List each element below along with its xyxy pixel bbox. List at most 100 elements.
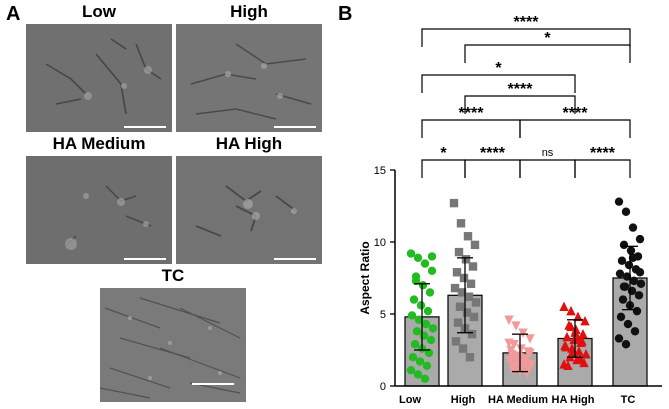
data-point-tc [626,246,636,255]
data-point-ha-high [573,311,583,322]
data-point-low [428,324,438,333]
micrograph-low [26,24,172,132]
panel-b-letter: B [338,3,353,25]
data-point-ha-medium [511,354,521,364]
data-point-low [412,327,422,336]
cell-texture [176,24,322,132]
scale-bar [124,258,166,260]
scale-bar [274,258,316,260]
y-ticks-group: 0 5 10 15 [374,165,395,393]
bracket-high-vs-ha-high [464,95,576,114]
data-point-high [470,240,480,250]
bracket-low-vs-ha-medium [421,119,521,138]
data-point-low [413,253,423,263]
data-point-tc [629,276,639,286]
image-label-tc: TC [161,266,185,285]
error-bars-group [414,245,638,373]
data-point-tc [628,223,638,232]
bracket-ha-high-vs-tc-label: **** [590,145,616,162]
data-point-ha-medium [511,321,521,331]
data-point-tc [634,291,644,300]
data-point-low [426,335,436,345]
x-ticks-group: Low High HA Medium HA High TC [399,394,635,406]
data-point-low [415,357,425,366]
data-point-ha-high [577,336,587,346]
data-point-high [464,292,474,301]
data-point-low [408,353,418,362]
data-point-ha-high [559,359,569,369]
data-point-tc [632,306,642,316]
scale-bar [124,126,166,128]
data-point-ha-medium [505,355,515,366]
image-label-high: High [230,2,268,21]
cell-texture [176,156,322,264]
data-point-tc [621,340,631,349]
bracket-high-vs-ha-high-label: **** [508,81,534,98]
bracket-high-vs-ha-medium-label: **** [480,145,506,162]
data-point-tc [616,312,626,322]
data-point-ha-high [566,305,576,316]
bracket-low-vs-tc-label: **** [514,14,540,31]
x-tick-label-high: High [451,394,476,406]
data-point-low [411,276,421,286]
data-point-tc [618,295,628,304]
bracket-low-vs-high-label: * [440,145,447,162]
data-point-high [455,302,465,311]
data-point-high [469,312,479,322]
data-point-ha-medium [525,334,535,344]
data-point-high [467,329,477,339]
data-point-low [410,340,420,349]
data-point-tc [615,269,625,278]
data-point-tc [636,279,646,288]
bracket-ha-medium-vs-ha-high-label: ns [542,147,554,159]
data-point-tc [622,272,632,281]
y-axis-label: Aspect Ratio [358,241,372,314]
image-label-low: Low [82,2,116,21]
scale-bar [274,126,316,128]
micrograph-ha-medium [26,156,172,264]
y-tick-label: 0 [380,381,386,393]
data-point-high [462,308,472,317]
data-point-ha-high [566,321,576,332]
data-point-ha-medium [504,338,514,348]
bracket-high-vs-ha-medium [464,159,521,178]
bracket-ha-medium-vs-tc-label: **** [563,105,589,122]
bracket-high-vs-tc [464,44,631,63]
data-point-low [424,348,434,358]
data-point-high [459,273,469,283]
data-point-high [466,279,476,288]
data-point-tc [619,282,629,291]
data-point-low [420,374,430,383]
data-point-ha-high [561,341,571,352]
data-point-high [465,353,475,362]
data-point-low [418,281,428,290]
image-label-ha-medium: HA Medium [52,134,146,153]
points-group [406,197,646,383]
data-point-high [450,283,460,293]
data-point-high [454,247,464,257]
data-point-ha-high [575,353,585,363]
data-point-low [427,266,437,275]
bracket-ha-medium-vs-tc [519,119,631,138]
bracket-low-vs-ha-high-label: * [495,60,502,77]
data-point-tc [614,334,624,343]
panel-a-letter: A [6,3,21,25]
scale-bar [192,383,234,385]
data-point-ha-high [578,328,588,339]
bracket-high-vs-tc-label: * [544,30,551,47]
data-point-high [453,318,463,327]
data-point-tc [621,207,631,216]
data-point-high [456,219,466,228]
data-point-tc [617,256,627,265]
y-tick-label: 15 [374,165,386,177]
data-point-high [461,255,471,264]
data-point-ha-medium [516,344,526,354]
data-point-ha-high [581,349,591,359]
data-point-tc [623,319,633,329]
bracket-ha-medium-vs-ha-high [519,159,576,178]
data-point-tc [619,240,629,250]
data-point-low [407,311,417,320]
data-point-low [423,306,433,316]
data-point-high [468,262,478,271]
